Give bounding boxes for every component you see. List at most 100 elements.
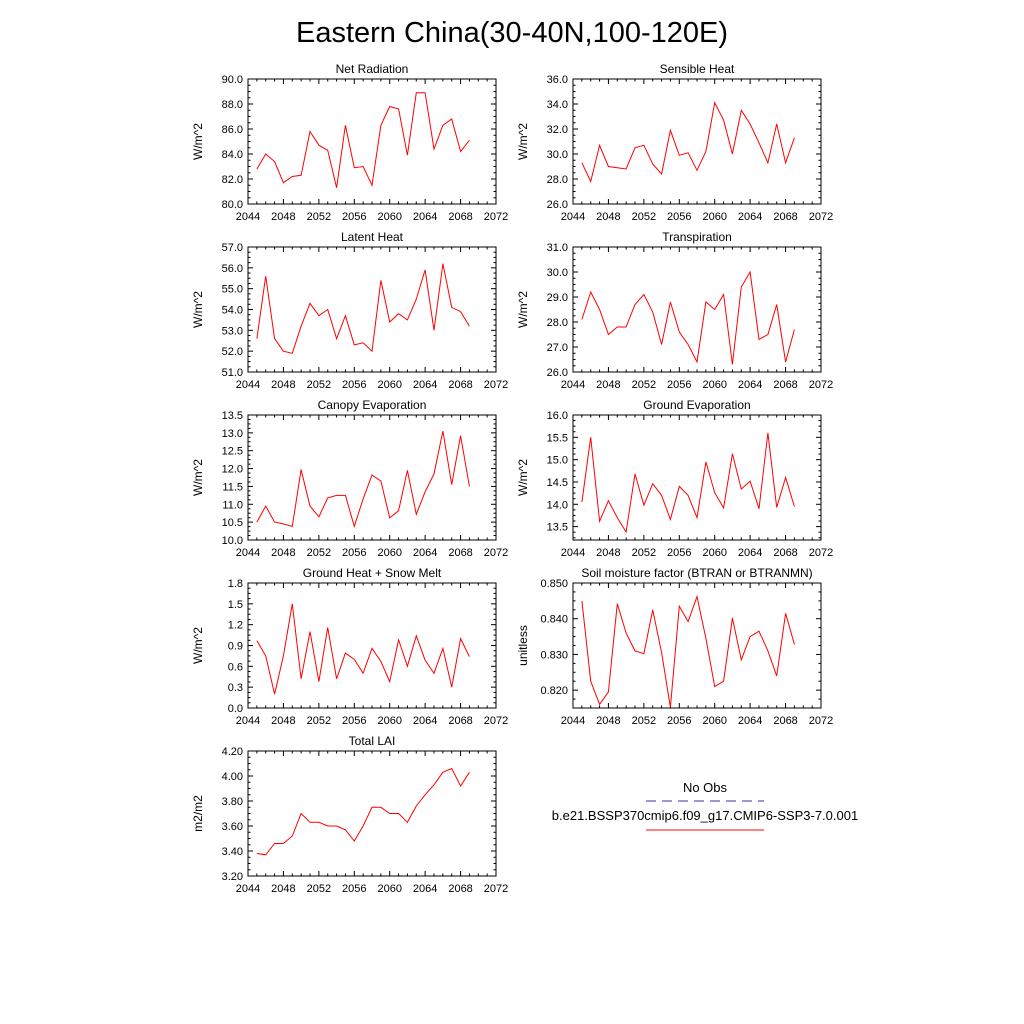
x-tick-label: 2060 xyxy=(702,379,726,391)
y-tick-label: 3.40 xyxy=(222,846,243,858)
x-tick-label: 2052 xyxy=(307,883,331,895)
x-tick-label: 2044 xyxy=(561,211,585,223)
x-tick-label: 2056 xyxy=(667,715,691,727)
x-tick-label: 2072 xyxy=(484,883,508,895)
plot-frame xyxy=(247,750,497,877)
panel-net-radiation: Net Radiation W/m^2 2044 2048 2052 2056 2060 20… xyxy=(191,62,508,223)
panel-title: Ground Evaporation xyxy=(643,398,750,412)
x-tick-label: 2052 xyxy=(632,547,656,559)
x-tick-label: 2048 xyxy=(271,379,295,391)
x-tick-label: 2052 xyxy=(632,211,656,223)
y-tick-label: 56.0 xyxy=(222,263,243,275)
y-tick-label: 4.00 xyxy=(222,771,243,783)
x-tick-label: 2068 xyxy=(773,379,797,391)
y-tick-label: 1.5 xyxy=(228,599,243,611)
x-tick-label: 2060 xyxy=(377,211,401,223)
y-tick-label: 15.5 xyxy=(547,432,568,444)
x-tick-label: 2048 xyxy=(271,715,295,727)
y-tick-label: 16.0 xyxy=(547,410,568,422)
x-tick-label: 2048 xyxy=(271,547,295,559)
y-tick-label: 15.0 xyxy=(547,455,568,467)
y-tick-label: 12.0 xyxy=(222,464,243,476)
x-tick-label: 2068 xyxy=(448,379,472,391)
y-tick-label: 54.0 xyxy=(222,305,243,317)
panel-title: Latent Heat xyxy=(341,230,404,244)
y-tick-label: 1.8 xyxy=(228,578,243,590)
y-tick-label: 3.20 xyxy=(222,871,243,883)
y-tick-label: 84.0 xyxy=(222,149,243,161)
series-line xyxy=(581,101,795,183)
x-tick-label: 2044 xyxy=(561,379,585,391)
x-tick-label: 2060 xyxy=(377,715,401,727)
y-tick-label: 0.850 xyxy=(540,578,568,590)
panel-title: Canopy Evaporation xyxy=(318,398,427,412)
plot-frame xyxy=(572,414,822,541)
y-tick-label: 28.0 xyxy=(547,317,568,329)
y-tick-label: 1.2 xyxy=(228,620,243,632)
series-line xyxy=(256,92,470,188)
y-tick-label: 14.5 xyxy=(547,477,568,489)
x-tick-label: 2060 xyxy=(377,547,401,559)
y-tick-label: 0.820 xyxy=(540,685,568,697)
series-line xyxy=(256,430,470,529)
y-tick-label: 53.0 xyxy=(222,325,243,337)
y-axis-label: W/m^2 xyxy=(191,459,205,496)
x-tick-label: 2056 xyxy=(342,715,366,727)
x-tick-label: 2056 xyxy=(667,379,691,391)
y-axis-label: m2/m2 xyxy=(191,795,205,832)
x-tick-label: 2064 xyxy=(738,547,762,559)
x-tick-label: 2072 xyxy=(809,547,833,559)
series-line xyxy=(581,432,795,534)
y-tick-label: 26.0 xyxy=(547,367,568,379)
panel-title: Soil moisture factor (BTRAN or BTRANMN) xyxy=(581,566,812,580)
y-tick-label: 51.0 xyxy=(222,367,243,379)
y-axis-label: W/m^2 xyxy=(191,627,205,664)
x-tick-label: 2052 xyxy=(307,211,331,223)
y-tick-label: 27.0 xyxy=(547,342,568,354)
x-tick-label: 2064 xyxy=(413,547,437,559)
y-tick-label: 3.80 xyxy=(222,796,243,808)
panel-title: Ground Heat + Snow Melt xyxy=(303,566,442,580)
y-tick-label: 13.0 xyxy=(222,428,243,440)
x-tick-label: 2052 xyxy=(307,379,331,391)
x-tick-label: 2052 xyxy=(307,547,331,559)
x-tick-label: 2044 xyxy=(561,547,585,559)
x-tick-label: 2068 xyxy=(448,715,472,727)
y-tick-label: 57.0 xyxy=(222,242,243,254)
x-tick-label: 2048 xyxy=(271,883,295,895)
panel-ground-evaporation: Ground Evaporation W/m^2 2044 2048 2052 2056 2… xyxy=(516,398,833,559)
y-tick-label: 13.5 xyxy=(222,410,243,422)
x-tick-label: 2044 xyxy=(561,715,585,727)
y-tick-label: 86.0 xyxy=(222,124,243,136)
y-axis-label: W/m^2 xyxy=(516,291,530,328)
x-tick-label: 2044 xyxy=(236,883,260,895)
legend-model-label: b.e21.BSSP370cmip6.f09_g17.CMIP6-SSP3-7.… xyxy=(552,808,858,823)
panel-title: Net Radiation xyxy=(336,62,409,76)
series-line xyxy=(256,603,470,695)
y-tick-label: 28.0 xyxy=(547,174,568,186)
y-tick-label: 34.0 xyxy=(547,99,568,111)
panel-soil-moisture-factor-btran-or-btranmn: Soil moisture factor (BTRAN or BTRANMN) u… xyxy=(516,566,833,727)
y-tick-label: 88.0 xyxy=(222,99,243,111)
x-tick-label: 2068 xyxy=(448,883,472,895)
x-tick-label: 2048 xyxy=(596,547,620,559)
panel-transpiration: Transpiration W/m^2 2044 2048 2052 2056 2060 20… xyxy=(516,230,833,391)
y-tick-label: 14.0 xyxy=(547,499,568,511)
y-tick-label: 31.0 xyxy=(547,242,568,254)
x-tick-label: 2060 xyxy=(702,715,726,727)
x-tick-label: 2064 xyxy=(413,883,437,895)
x-tick-label: 2048 xyxy=(271,211,295,223)
y-tick-label: 0.9 xyxy=(228,641,243,653)
plot-frame xyxy=(572,582,822,709)
x-tick-label: 2068 xyxy=(448,547,472,559)
x-tick-label: 2072 xyxy=(809,379,833,391)
x-tick-label: 2052 xyxy=(307,715,331,727)
x-tick-label: 2072 xyxy=(809,211,833,223)
x-tick-label: 2044 xyxy=(236,211,260,223)
y-tick-label: 11.5 xyxy=(222,481,243,493)
x-tick-label: 2060 xyxy=(377,379,401,391)
series-line xyxy=(581,594,795,708)
x-tick-label: 2060 xyxy=(702,211,726,223)
x-tick-label: 2072 xyxy=(484,547,508,559)
